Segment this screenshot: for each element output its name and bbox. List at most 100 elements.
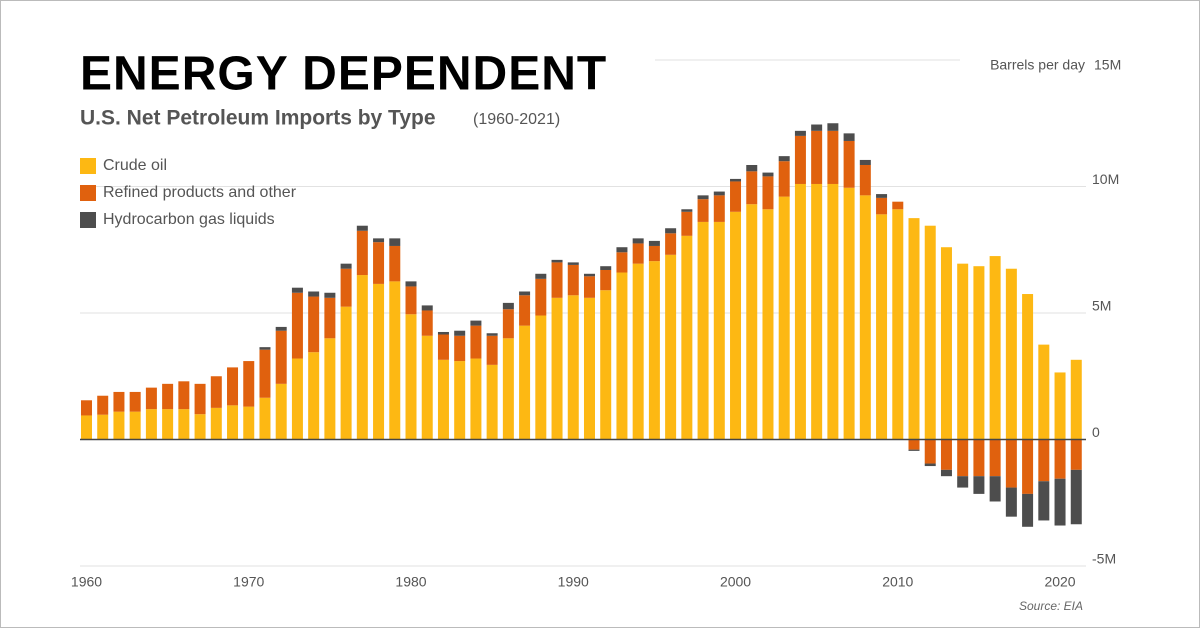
bar-segment [551,297,563,440]
y-axis-label: Barrels per day [990,57,1085,73]
bar-segment [778,156,790,162]
bar-segment [908,218,920,440]
bar-segment [194,414,206,440]
bar-segment [989,476,1001,502]
bar-segment [519,325,531,440]
bar-segment [405,281,417,287]
bar-segment [827,130,839,184]
bar-segment [746,164,758,172]
bar-segment [957,439,969,477]
bar-segment [551,259,563,263]
bar-segment [973,476,985,494]
x-tick-label: 1980 [395,574,426,590]
bar-segment [437,331,449,335]
bar-segment [600,266,612,270]
bar-segment [502,309,514,339]
bar-segment [275,383,287,440]
bar-segment [210,376,222,408]
bar-segment [486,333,498,336]
bar-segment [519,291,531,296]
bar-segment [616,272,628,440]
bar-segment [746,171,758,205]
bar-segment [600,269,612,291]
y-tick-label: 10M [1092,171,1119,187]
bar-segment [421,310,433,336]
bar-segment [924,439,936,464]
x-tick-label: 2020 [1044,574,1075,590]
y-tick-label: -5M [1092,551,1116,567]
bar-segment [1070,439,1082,470]
bar-segment [908,449,920,451]
bar-segment [794,130,806,136]
bar-segment [940,469,952,477]
bar-segment [600,290,612,440]
bar-segment [243,361,255,407]
bar-segment [908,439,920,450]
bar-segment [957,263,969,440]
bar-segment [340,306,352,440]
bar-segment [989,439,1001,477]
bar-segment [762,209,774,440]
bar-segment [97,395,109,415]
bar-segment [665,228,677,234]
bar-segment [470,358,482,440]
bar-segment [697,195,709,200]
bar-segment [454,335,466,362]
bar-segment [567,295,579,440]
bar-segment [924,463,936,467]
bar-segment [681,235,693,440]
bar-segment [632,238,644,244]
bar-segment [730,211,742,440]
bar-segment [389,245,401,282]
bar-segment [616,247,628,253]
bar-segment [356,225,368,231]
bar-segment [859,159,871,165]
bar-segment [340,268,352,307]
bar-segment [227,367,239,406]
bar-segment [924,225,936,440]
x-tick-label: 1960 [71,574,102,590]
bar-segment [243,406,255,440]
bar-segment [1038,439,1050,482]
bar-segment [876,197,888,215]
bar-segment [583,276,595,298]
legend-swatch [80,158,96,174]
bar-segment [892,201,904,210]
bar-segment [1038,481,1050,521]
bar-segment [973,439,985,477]
bar-segment [794,183,806,440]
bar-segment [259,397,271,440]
bar-segment [437,334,449,360]
legend-label: Crude oil [103,157,167,174]
bar-segment [80,415,92,440]
bar-segment [373,238,385,243]
bar-segment [746,204,758,440]
bar-segment [665,254,677,440]
bar-segment [1022,294,1034,440]
x-tick-label: 2000 [720,574,751,590]
bar-segment [583,297,595,440]
bar-segment [486,364,498,440]
bar-segment [178,381,190,410]
bar-segment [892,209,904,440]
bar-segment [178,409,190,440]
bar-segment [1054,478,1066,526]
subtitle-note: (1960-2021) [473,111,560,128]
bar-segment [486,335,498,365]
bar-segment [502,302,514,310]
bar-segment [470,320,482,326]
bar-segment [1005,439,1017,488]
bar-segment [470,325,482,359]
bar-segment [632,243,644,264]
x-tick-label: 1990 [558,574,589,590]
bar-segment [275,326,287,331]
bar-segment [973,266,985,440]
bar-segment [778,161,790,197]
bar-segment [356,275,368,440]
bar-segment [454,361,466,440]
bar-segment [308,352,320,440]
bar-segment [324,292,336,298]
bar-segment [145,409,157,440]
